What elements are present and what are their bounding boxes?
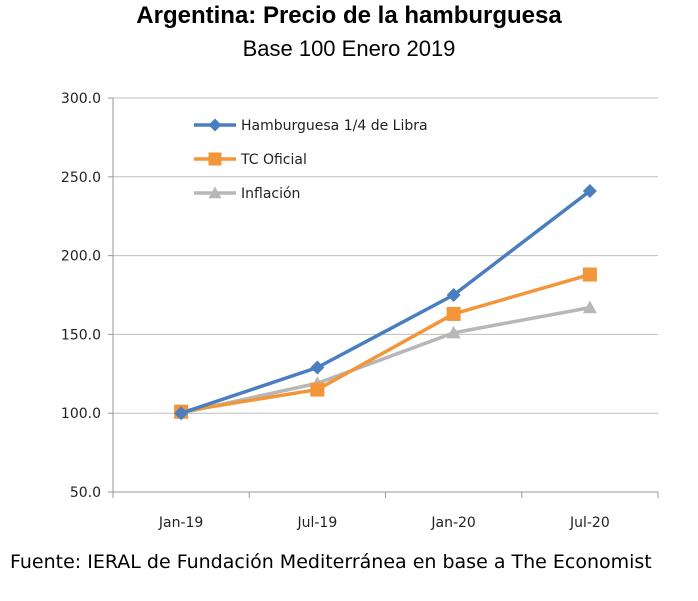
y-tick-label: 100.0 — [61, 406, 101, 422]
y-tick-label: 200.0 — [61, 249, 101, 265]
y-tick-label: 50.0 — [70, 485, 101, 501]
y-tick-label: 150.0 — [61, 327, 101, 343]
gridlines — [113, 97, 658, 414]
series-line — [180, 272, 591, 414]
data-point — [310, 360, 325, 375]
data-point — [174, 406, 189, 421]
data-point — [446, 306, 461, 321]
chart-subtitle: Base 100 Enero 2019 — [242, 36, 456, 61]
legend-marker — [208, 118, 222, 132]
y-tick-label: 250.0 — [61, 170, 101, 186]
legend-marker — [208, 186, 222, 199]
x-tick-label: Jul-19 — [296, 515, 337, 531]
data-point — [582, 300, 597, 314]
legend-marker — [208, 152, 222, 166]
chart-title: Argentina: Precio de la hamburguesa — [136, 2, 562, 29]
data-point — [310, 382, 325, 397]
x-tick-label: Jan-20 — [430, 515, 475, 531]
series-line — [180, 189, 591, 415]
source-note: Fuente: IERAL de Fundación Mediterránea … — [10, 551, 652, 573]
y-tick-label: 300.0 — [61, 91, 101, 107]
axes — [108, 97, 659, 498]
x-axis-ticks: Jan-19 Jul-19 Jan-20 Jul-20 — [158, 515, 610, 531]
x-tick-label: Jan-19 — [158, 515, 203, 531]
data-point — [446, 288, 461, 302]
line-chart: 50.0 100.0 150.0 200.0 250.0 300.0 Jan-19 Jul-… — [61, 91, 659, 531]
data-point — [582, 267, 597, 282]
x-tick-label: Jul-20 — [569, 515, 610, 531]
data-point — [582, 183, 597, 198]
series-line — [180, 305, 591, 415]
legend: Hamburguesa 1/4 de Libra TC Oficial Inflac… — [194, 118, 428, 202]
series-group — [174, 183, 597, 421]
data-point — [446, 325, 461, 339]
legend-label: Inflación — [241, 186, 300, 202]
legend-label: TC Oficial — [240, 152, 307, 168]
legend-label: Hamburguesa 1/4 de Libra — [241, 118, 428, 134]
y-axis-ticks: 50.0 100.0 150.0 200.0 250.0 300.0 — [61, 91, 101, 501]
